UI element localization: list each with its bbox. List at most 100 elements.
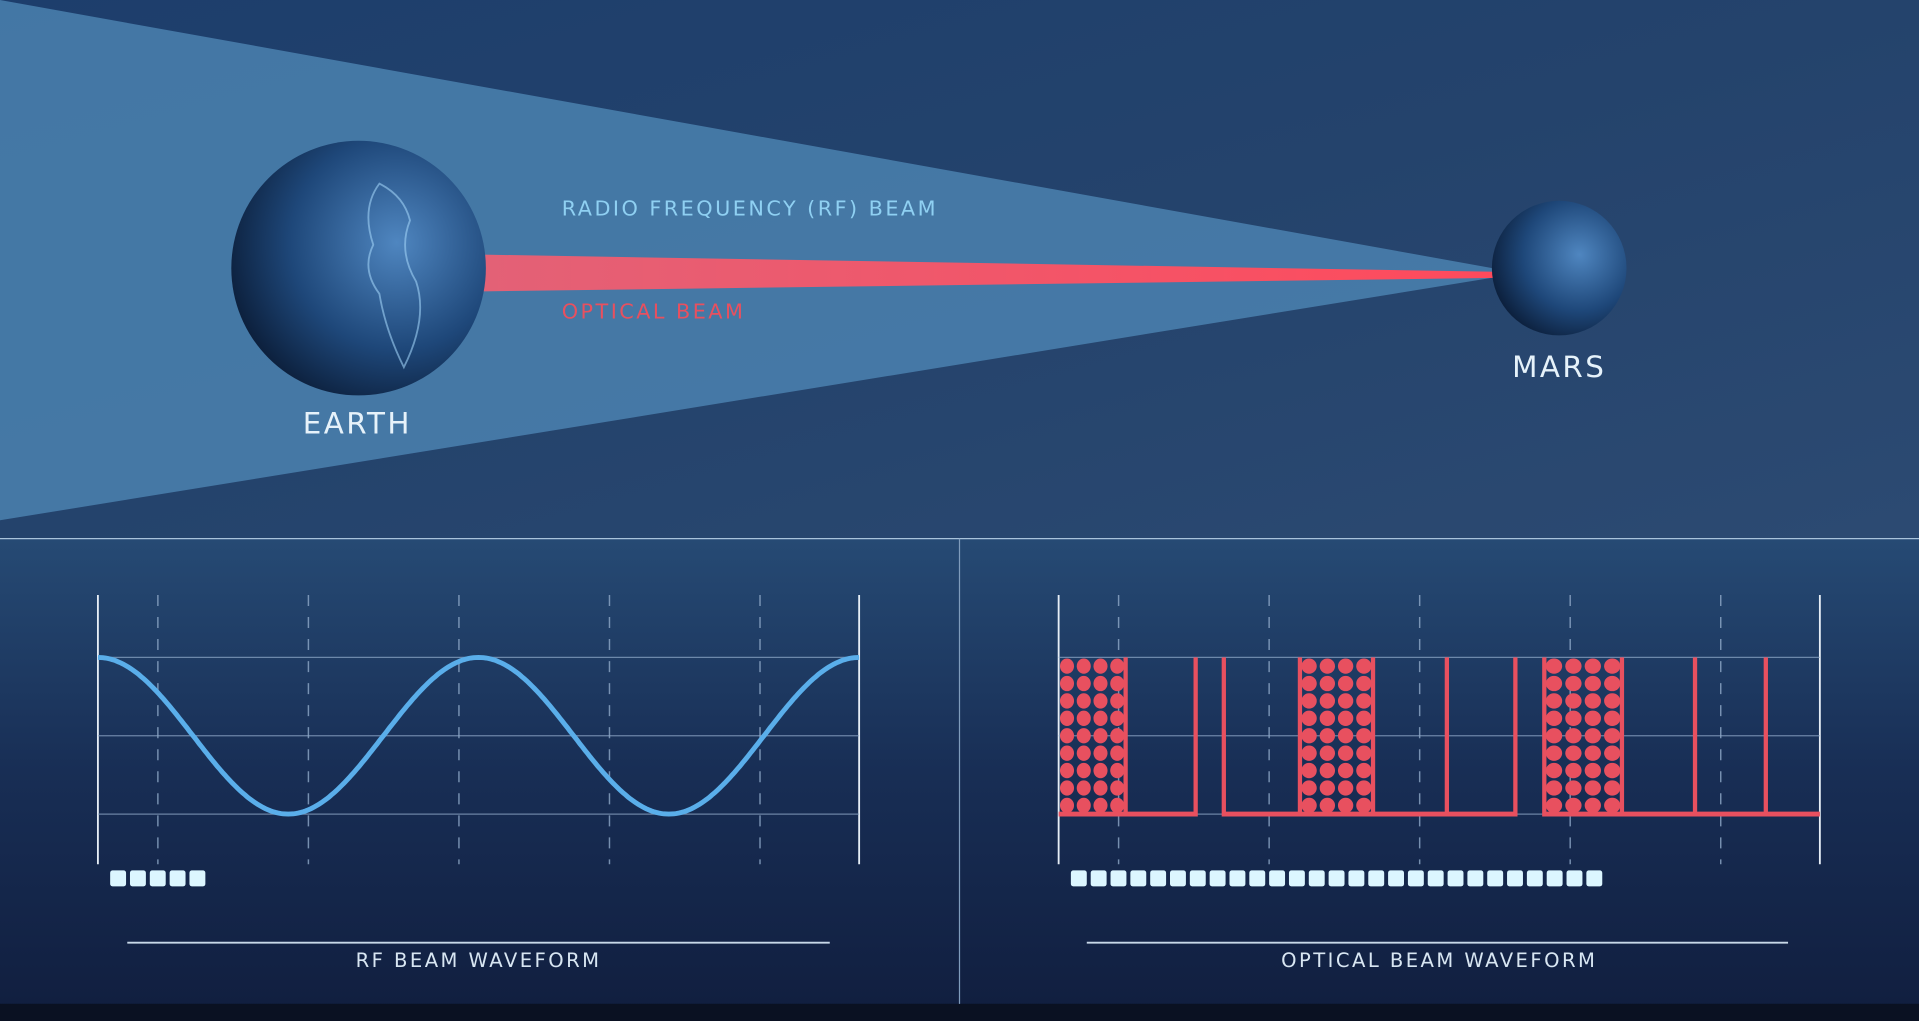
counter-square (1388, 870, 1405, 887)
counter-square (129, 870, 146, 887)
pulse-dot (1059, 675, 1075, 692)
pulse-dot (1584, 693, 1601, 709)
pulse-dot (1337, 745, 1354, 761)
earth-globe (231, 140, 486, 396)
earth-continent (367, 182, 422, 370)
pulse-dot (1076, 797, 1091, 814)
counter-square (1427, 870, 1444, 887)
pulse-dot (1059, 728, 1075, 744)
pulse-dot (1059, 745, 1075, 761)
pulse-dot (1110, 745, 1125, 761)
pulse-dot (1337, 762, 1354, 779)
counter-square (189, 870, 206, 887)
pulse-dot (1565, 762, 1582, 779)
pulse-dot (1301, 658, 1317, 674)
pulse-dot (1356, 728, 1372, 744)
pulse-dot (1565, 658, 1582, 674)
optical-beam (483, 254, 1496, 292)
optical-chart-title: OPTICAL BEAM WAVEFORM (1281, 949, 1597, 972)
counter-square (1288, 870, 1305, 887)
counter-square (169, 870, 186, 887)
pulse-dot (1604, 745, 1621, 761)
counter-square (1487, 870, 1504, 887)
pulse-dot (1337, 780, 1354, 796)
pulse-dot (1110, 658, 1125, 674)
pulse-dot (1337, 693, 1354, 709)
pulse-dot (1545, 797, 1563, 814)
mars-label: MARS (1512, 350, 1606, 384)
counter-square (1348, 870, 1365, 887)
pulse-dot (1584, 745, 1601, 761)
counter-square (1229, 870, 1246, 887)
pulse-dot (1584, 780, 1601, 796)
pulse-dot (1301, 728, 1317, 744)
pulse-dot (1337, 658, 1354, 674)
optical-waveform-chart (1057, 594, 1821, 887)
counter-square (1130, 870, 1147, 887)
pulse-dot (1319, 797, 1336, 814)
pulse-dot (1301, 710, 1317, 727)
pulse-dot (1319, 675, 1336, 692)
counter-square (1328, 870, 1345, 887)
counter-square (1586, 870, 1603, 887)
pulse-dot (1604, 710, 1621, 727)
pulse-dot (1319, 710, 1336, 727)
pulse-dot (1301, 762, 1317, 779)
rf-waveform-chart (96, 594, 861, 887)
pulse-dot (1356, 745, 1372, 761)
pulse-dot (1565, 745, 1582, 761)
pulse-dot (1565, 710, 1582, 727)
pulse-dot (1337, 675, 1354, 692)
counter-square (1308, 870, 1325, 887)
pulse-dot (1076, 658, 1091, 674)
pulse-dot (1319, 693, 1336, 709)
pulse-dot (1565, 797, 1582, 814)
pulse-dot (1545, 675, 1563, 692)
counter-square (1269, 870, 1286, 887)
pulse-dot (1059, 693, 1075, 709)
pulse-dot (1076, 780, 1091, 796)
pulse-dot (1110, 797, 1125, 814)
pulse-dot (1301, 693, 1317, 709)
pulse-dot (1319, 745, 1336, 761)
pulse-dot (1356, 693, 1372, 709)
counter-square (1110, 870, 1127, 887)
pulse-dot (1337, 797, 1354, 814)
counter-square (1566, 870, 1583, 887)
pulse-dot (1110, 780, 1125, 796)
counter-square (1249, 870, 1266, 887)
pulse-dot (1604, 693, 1621, 709)
rf-waveform-line (97, 654, 860, 817)
pulse-dot (1059, 658, 1075, 674)
pulse-dot (1059, 762, 1075, 779)
pulse-dot (1301, 780, 1317, 796)
pulse-dot (1076, 710, 1091, 727)
counter-square (1507, 870, 1523, 887)
pulse-dot (1093, 780, 1108, 796)
rf-chart-title: RF BEAM WAVEFORM (356, 949, 602, 972)
counter-square (1209, 870, 1226, 887)
pulse-dot (1110, 762, 1125, 779)
pulse-dot (1076, 693, 1091, 709)
pulse-dot (1604, 728, 1621, 744)
counter-square (1090, 870, 1107, 887)
pulse-dot (1337, 728, 1354, 744)
pulse-dot (1110, 693, 1125, 709)
pulse-dot (1337, 710, 1354, 727)
pulse-dot (1059, 797, 1075, 814)
bottom-bar (0, 1003, 1919, 1021)
pulse-dot (1356, 780, 1372, 796)
rf-beam-label: RADIO FREQUENCY (RF) BEAM (562, 196, 938, 220)
pulse-dot (1076, 675, 1091, 692)
counter-square (1368, 870, 1385, 887)
pulse-dot (1545, 780, 1563, 796)
pulse-dot (1319, 780, 1336, 796)
counter-square (110, 870, 127, 887)
pulse-dot (1059, 710, 1075, 727)
pulse-dot (1356, 675, 1372, 692)
pulse-dot (1565, 675, 1582, 692)
pulse-dot (1545, 658, 1563, 674)
pulse-dot (1356, 797, 1372, 814)
earth-label: EARTH (303, 406, 412, 440)
